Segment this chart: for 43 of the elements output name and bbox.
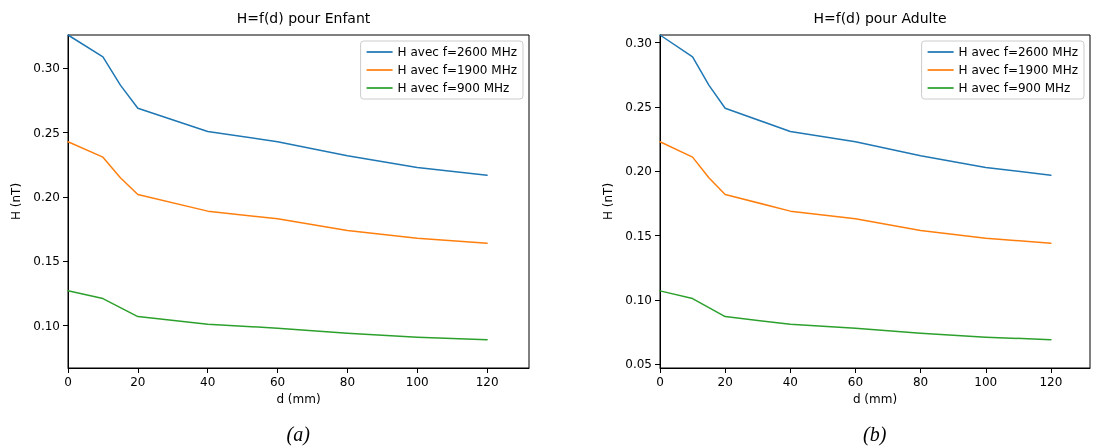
y-tick-label: 0.20 [33, 190, 60, 204]
x-tick-label: 40 [200, 375, 216, 389]
legend-label: H avec f=900 MHz [397, 81, 510, 95]
x-tick-label: 20 [717, 375, 733, 389]
x-tick-label: 0 [656, 375, 664, 389]
y-tick-label: 0.05 [625, 357, 652, 372]
y-tick-label: 0.10 [625, 292, 652, 307]
x-tick-label: 80 [339, 375, 356, 389]
x-axis-title: d (mm) [276, 391, 321, 406]
y-tick-label: 0.30 [625, 35, 652, 50]
legend-label: H avec f=2600 MHz [397, 45, 518, 59]
legend-label: H avec f=1900 MHz [397, 63, 518, 77]
legend-label: H avec f=2600 MHz [958, 45, 1079, 59]
y-tick-label: 0.25 [625, 100, 652, 114]
x-tick-label: 60 [269, 375, 286, 389]
x-tick-label: 120 [475, 375, 499, 389]
x-tick-label: 60 [847, 375, 864, 389]
x-tick-label: 100 [405, 375, 429, 389]
y-tick-label: 0.15 [33, 254, 60, 269]
line-series [659, 290, 1052, 341]
x-tick-label: 40 [782, 375, 798, 389]
x-tick-label: 20 [130, 375, 146, 389]
x-tick-label: 0 [64, 375, 72, 389]
line-series [67, 140, 488, 245]
y-axis-title: H (nT) [9, 182, 24, 221]
text: (a) [286, 423, 311, 446]
x-tick-label: 100 [974, 375, 998, 389]
y-tick-label: 0.25 [33, 125, 60, 140]
legend-label: H avec f=1900 MHz [958, 63, 1079, 77]
chart-title: H=f(d) pour Adulte [813, 10, 947, 26]
y-tick-label: 0.20 [625, 164, 652, 179]
line-series [67, 290, 488, 341]
y-tick-label: 0.15 [625, 228, 652, 243]
y-axis-title: H (nT) [601, 182, 616, 221]
legend-label: H avec f=900 MHz [958, 81, 1071, 95]
text: (b) [863, 423, 887, 446]
x-tick-label: 120 [1039, 375, 1063, 389]
x-tick-label: 80 [912, 375, 929, 389]
x-axis-title: d (mm) [852, 391, 898, 406]
chart-title: H=f(d) pour Enfant [236, 10, 371, 26]
line-series [659, 140, 1052, 245]
y-tick-label: 0.30 [33, 61, 60, 76]
y-tick-label: 0.10 [33, 318, 60, 333]
